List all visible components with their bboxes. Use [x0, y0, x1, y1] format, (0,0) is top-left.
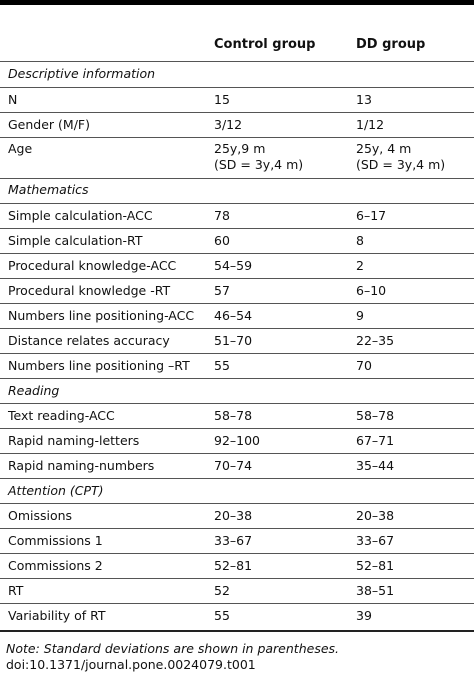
- section-label: Mathematics: [8, 182, 89, 197]
- cell-control-group: 25y,9 m: [214, 141, 266, 156]
- row-label: Text reading-ACC: [8, 408, 115, 423]
- row-divider: [0, 428, 474, 429]
- row-divider: [0, 353, 474, 354]
- row-divider: [0, 253, 474, 254]
- row-label: Variability of RT: [8, 608, 106, 623]
- row-label: Numbers line positioning-ACC: [8, 308, 195, 323]
- section-label: Reading: [8, 383, 60, 398]
- cell-dd-group: 67–71: [356, 433, 395, 448]
- cell-dd-group: 1/12: [356, 117, 385, 132]
- cell-dd-group: 6–10: [356, 283, 387, 298]
- cell-dd-group: 8: [356, 233, 364, 248]
- row-divider: [0, 453, 474, 454]
- row-divider: [0, 303, 474, 304]
- cell-dd-group: 20–38: [356, 508, 395, 523]
- cell-control-group: 33–67: [214, 533, 253, 548]
- cell-control-group: 60: [214, 233, 230, 248]
- cell-dd-group: 39: [356, 608, 372, 623]
- cell-control-group: 70–74: [214, 458, 253, 473]
- row-divider: [0, 503, 474, 504]
- row-label: Commissions 1: [8, 533, 103, 548]
- cell-control-group: 92–100: [214, 433, 261, 448]
- row-label: Rapid naming-letters: [8, 433, 140, 448]
- row-divider: [0, 137, 474, 138]
- row-divider: [0, 112, 474, 113]
- row-divider: [0, 603, 474, 604]
- cell-dd-group: 13: [356, 92, 372, 107]
- cell-dd-group: 9: [356, 308, 364, 323]
- header-dd-group: DD group: [356, 37, 426, 52]
- row-divider: [0, 378, 474, 379]
- row-divider: [0, 553, 474, 554]
- row-divider: [0, 203, 474, 204]
- row-label: Distance relates accuracy: [8, 333, 170, 348]
- cell-control-group: 46–54: [214, 308, 253, 323]
- cell-dd-group: 70: [356, 358, 372, 373]
- cell-dd-group: 58–78: [356, 408, 395, 423]
- row-label: Omissions: [8, 508, 73, 523]
- row-divider: [0, 278, 474, 279]
- row-divider: [0, 328, 474, 329]
- row-label: RT: [8, 583, 24, 598]
- section-label: Attention (CPT): [8, 483, 104, 498]
- section-label: Descriptive information: [8, 66, 156, 81]
- table-doi: doi:10.1371/journal.pone.0024079.t001: [6, 657, 256, 672]
- cell-control-group: 55: [214, 358, 230, 373]
- row-label: Rapid naming-numbers: [8, 458, 155, 473]
- cell-dd-group: 25y, 4 m: [356, 141, 412, 156]
- top-border: [0, 0, 474, 5]
- cell-dd-group: 33–67: [356, 533, 395, 548]
- cell-control-group: 55: [214, 608, 230, 623]
- row-divider: [0, 178, 474, 179]
- cell-control-group: 15: [214, 92, 230, 107]
- header-control-group: Control group: [214, 37, 316, 52]
- cell-dd-group: 22–35: [356, 333, 395, 348]
- table-bottom-border: [0, 630, 474, 632]
- row-divider: [0, 87, 474, 88]
- row-label: Procedural knowledge-ACC: [8, 258, 177, 273]
- header-divider: [0, 61, 474, 62]
- cell-control-group: 52–81: [214, 558, 253, 573]
- cell-control-group: 58–78: [214, 408, 253, 423]
- cell-dd-group-sd: (SD = 3y,4 m): [356, 157, 446, 172]
- row-label: Simple calculation-ACC: [8, 208, 153, 223]
- row-label: Simple calculation-RT: [8, 233, 143, 248]
- cell-dd-group: 35–44: [356, 458, 395, 473]
- cell-control-group: 52: [214, 583, 230, 598]
- cell-dd-group: 2: [356, 258, 364, 273]
- cell-control-group-sd: (SD = 3y,4 m): [214, 157, 304, 172]
- row-label: N: [8, 92, 18, 107]
- row-divider: [0, 228, 474, 229]
- cell-control-group: 78: [214, 208, 230, 223]
- cell-dd-group: 52–81: [356, 558, 395, 573]
- row-divider: [0, 578, 474, 579]
- cell-dd-group: 6–17: [356, 208, 387, 223]
- table-note: Note: Standard deviations are shown in p…: [6, 641, 340, 656]
- row-label: Numbers line positioning –RT: [8, 358, 190, 373]
- row-divider: [0, 478, 474, 479]
- row-label: Procedural knowledge -RT: [8, 283, 171, 298]
- cell-control-group: 54–59: [214, 258, 253, 273]
- cell-dd-group: 38–51: [356, 583, 395, 598]
- cell-control-group: 57: [214, 283, 230, 298]
- cell-control-group: 20–38: [214, 508, 253, 523]
- row-label: Commissions 2: [8, 558, 103, 573]
- cell-control-group: 3/12: [214, 117, 243, 132]
- row-label: Gender (M/F): [8, 117, 90, 132]
- row-label: Age: [8, 141, 33, 156]
- row-divider: [0, 403, 474, 404]
- cell-control-group: 51–70: [214, 333, 253, 348]
- row-divider: [0, 528, 474, 529]
